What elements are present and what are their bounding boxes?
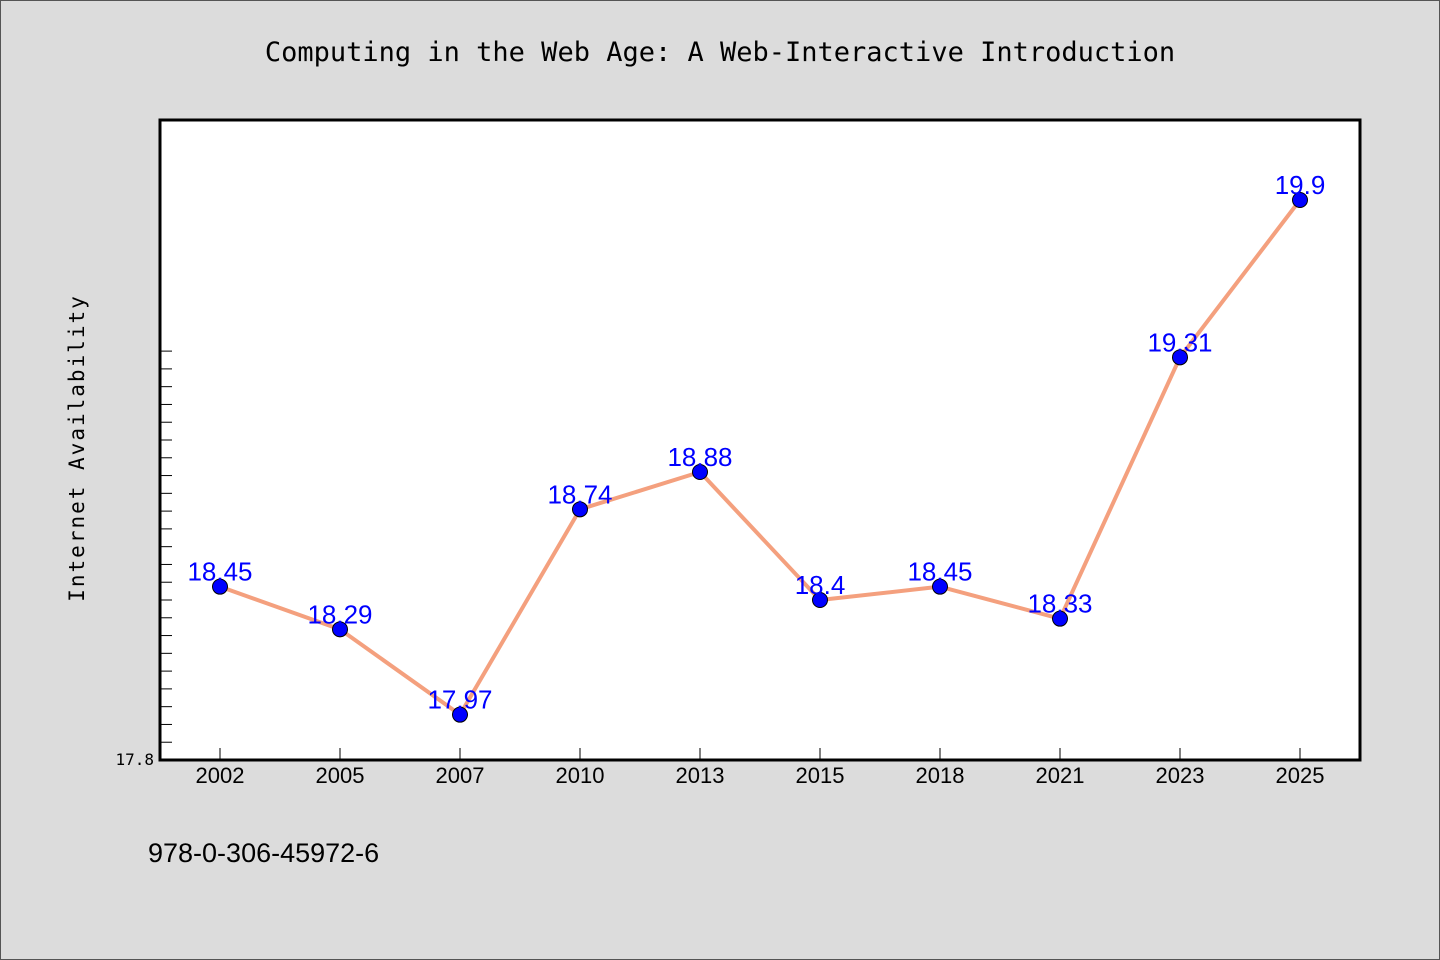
x-axis-ticks: 2002 2005 2007 2010 2013 2015 2018 2021 2023 2025 — [196, 748, 1325, 788]
x-tick-label: 2023 — [1156, 763, 1205, 788]
x-tick-label: 2002 — [196, 763, 245, 788]
x-tick-label: 2015 — [796, 763, 845, 788]
x-tick-label: 2005 — [316, 763, 365, 788]
series-line — [219, 198, 1302, 717]
x-tick-label: 2021 — [1036, 763, 1085, 788]
data-label: 18.45 — [187, 557, 252, 587]
data-label: 18.45 — [907, 557, 972, 587]
data-labels: 18.45 18.29 17.97 18.74 18.88 18.4 18.45 18.33 1… — [187, 170, 1325, 715]
x-tick-label: 2007 — [436, 763, 485, 788]
data-point — [332, 621, 348, 638]
series-line-group — [219, 198, 1302, 717]
chart-title: Computing in the Web Age: A Web-Interact… — [265, 37, 1175, 68]
y-tick-label: 17.8 — [115, 750, 154, 769]
data-point — [1172, 349, 1188, 366]
data-point — [932, 578, 948, 595]
data-point — [452, 706, 468, 723]
x-tick-label: 2010 — [556, 763, 605, 788]
x-tick-label: 2018 — [916, 763, 965, 788]
data-label: 17.97 — [427, 685, 492, 715]
data-point — [1052, 610, 1068, 627]
isbn-text: 978-0-306-45972-6 — [148, 838, 379, 868]
data-label: 18.29 — [307, 599, 372, 629]
data-point — [812, 592, 828, 608]
x-tick-label: 2025 — [1276, 763, 1325, 788]
data-point — [212, 578, 228, 595]
y-axis-ticks: 17.8 — [115, 350, 172, 769]
data-label: 19.31 — [1147, 327, 1212, 357]
data-label: 18.33 — [1027, 589, 1092, 619]
data-point — [572, 501, 588, 518]
x-tick-label: 2013 — [676, 763, 725, 788]
data-label: 19.9 — [1275, 170, 1326, 200]
data-point — [692, 464, 708, 480]
y-axis-label: Internet Availability — [65, 294, 89, 602]
plot-area — [158, 118, 1362, 762]
data-point — [1292, 192, 1308, 208]
data-label: 18.4 — [795, 570, 846, 600]
data-label: 18.88 — [667, 442, 732, 472]
data-markers — [212, 192, 1308, 723]
data-label: 18.74 — [547, 479, 612, 509]
